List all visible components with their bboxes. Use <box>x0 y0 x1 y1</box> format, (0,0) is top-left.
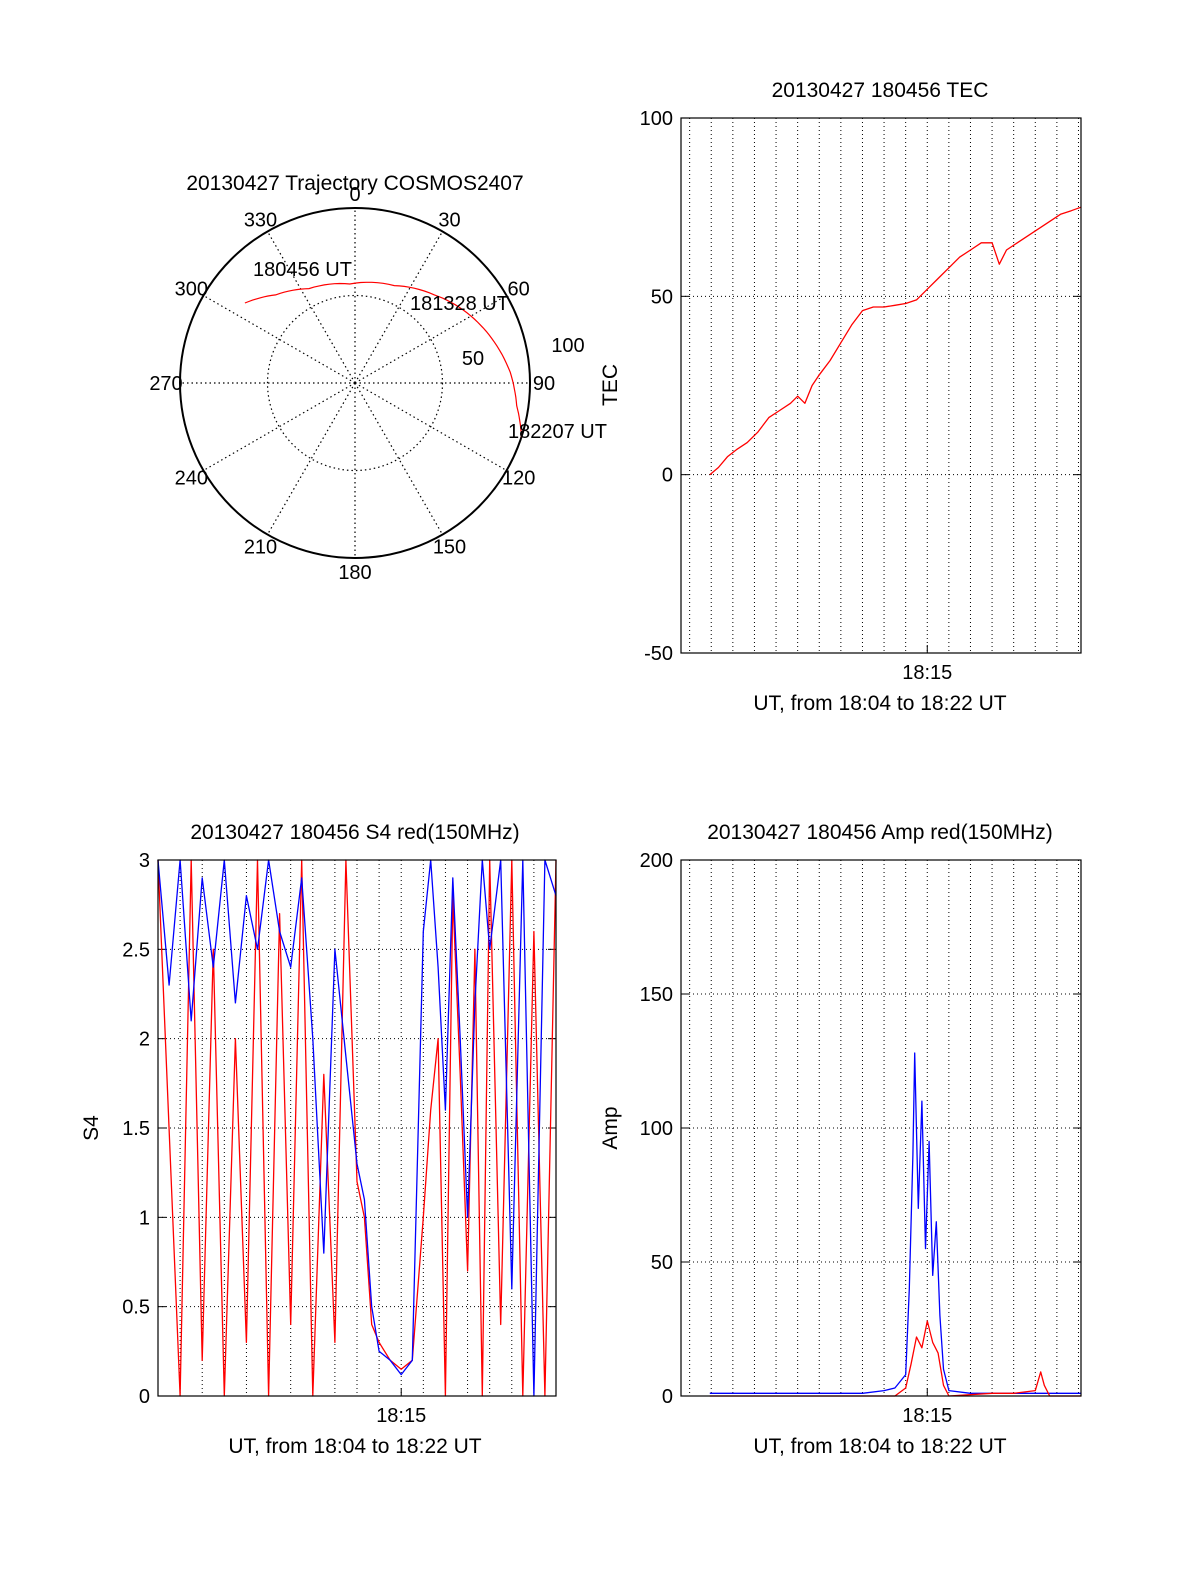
plot-frame <box>680 859 1082 1397</box>
tec-xlabel: UT, from 18:04 to 18:22 UT <box>753 692 1006 715</box>
polar-azimuth-labels: 0 30 60 90 120 150 180 210 240 270 300 330 <box>149 184 555 584</box>
polar-grid <box>179 207 531 559</box>
tec-title: 20130427 180456 TEC <box>772 79 989 102</box>
y-tick-label: 100 <box>640 108 673 130</box>
y-tick-label: 150 <box>640 984 673 1006</box>
y-tick-label: 200 <box>640 850 673 872</box>
y-tick-label: 0.5 <box>122 1297 150 1319</box>
trajectory-time-label: 181328 UT <box>410 293 509 315</box>
series-line <box>709 206 1082 476</box>
y-tick-label: 50 <box>651 286 673 308</box>
y-tick-label: 0 <box>139 1386 150 1408</box>
azimuth-label: 300 <box>175 279 208 301</box>
azimuth-label: 240 <box>175 468 208 490</box>
azimuth-label: 150 <box>433 537 466 559</box>
azimuth-label: 210 <box>244 537 277 559</box>
y-tick-label: 3 <box>139 850 150 872</box>
tec-plot-area: -50 0 50 100 18:15 <box>640 108 1082 684</box>
trajectory-annotations: 180456 UT 181328 UT 182207 UT <box>253 259 607 443</box>
amp-panel: 20130427 180456 Amp red(150MHz) 0 50 100 15… <box>599 821 1082 1458</box>
y-tick-label: 2 <box>139 1029 150 1051</box>
x-tick-label: 18:15 <box>902 662 952 684</box>
azimuth-label: 180 <box>338 562 371 584</box>
trajectory-line <box>244 281 522 438</box>
polar-outer-circle <box>179 207 531 559</box>
series-line <box>157 859 557 1397</box>
y-tick-label: 0 <box>662 1386 673 1408</box>
amp-plot-area: 0 50 100 150 200 18:15 <box>640 850 1082 1427</box>
y-tick-label: 50 <box>651 1252 673 1274</box>
y-tick-label: 0 <box>662 465 673 487</box>
series-line <box>709 1320 1081 1397</box>
s4-title: 20130427 180456 S4 red(150MHz) <box>190 821 519 844</box>
azimuth-label: 30 <box>438 209 460 231</box>
s4-panel: 20130427 180456 S4 red(150MHz) 0 0.5 1 1.5 2… <box>80 821 557 1458</box>
amp-xlabel: UT, from 18:04 to 18:22 UT <box>753 1435 1006 1458</box>
trajectory-time-label: 180456 UT <box>253 259 352 281</box>
plot-frame <box>680 117 1082 654</box>
plot-frame <box>157 859 557 1397</box>
radial-label: 50 <box>462 348 484 370</box>
y-tick-label: 2.5 <box>122 939 150 961</box>
azimuth-label: 120 <box>502 468 535 490</box>
y-tick-label: -50 <box>644 643 673 665</box>
s4-plot-area: 0 0.5 1 1.5 2 2.5 3 18:15 <box>122 850 557 1427</box>
amp-title: 20130427 180456 Amp red(150MHz) <box>707 821 1053 844</box>
trajectory-panel: 20130427 Trajectory COSMOS2407 0 30 60 90 12… <box>149 172 607 584</box>
s4-ylabel: S4 <box>80 1115 103 1141</box>
y-tick-label: 100 <box>640 1118 673 1140</box>
polar-inner-circle <box>266 294 444 472</box>
x-tick-label: 18:15 <box>376 1405 426 1427</box>
tec-ylabel: TEC <box>599 364 622 406</box>
trajectory-time-label: 182207 UT <box>508 421 607 443</box>
azimuth-label: 270 <box>149 373 182 395</box>
azimuth-label: 60 <box>508 279 530 301</box>
amp-ylabel: Amp <box>599 1106 622 1149</box>
x-tick-label: 18:15 <box>902 1405 952 1427</box>
radial-label: 100 <box>551 335 584 357</box>
trajectory-title: 20130427 Trajectory COSMOS2407 <box>186 172 523 195</box>
tec-panel: 20130427 180456 TEC -50 0 50 100 18:15 UT, f… <box>599 79 1082 715</box>
azimuth-label: 0 <box>349 184 360 206</box>
y-tick-label: 1 <box>139 1207 150 1229</box>
azimuth-label: 90 <box>533 373 555 395</box>
series-line <box>157 859 557 1397</box>
polar-radial-labels: 50 100 <box>462 335 585 370</box>
azimuth-label: 330 <box>244 209 277 231</box>
y-tick-label: 1.5 <box>122 1118 150 1140</box>
s4-xlabel: UT, from 18:04 to 18:22 UT <box>228 1435 481 1458</box>
series-line <box>709 1052 1081 1394</box>
